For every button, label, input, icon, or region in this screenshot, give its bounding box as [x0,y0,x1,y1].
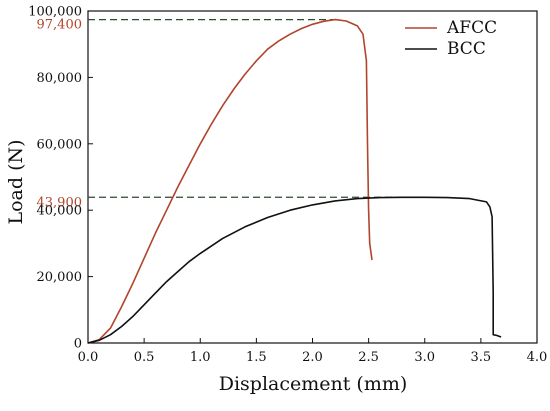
x-tick-label: 0.5 [134,350,155,365]
x-tick-label: 4.0 [527,350,548,365]
legend-label: BCC [447,39,486,59]
y-tick-label: 100,000 [28,5,82,20]
x-axis: 0.0 0.5 1.0 1.5 2.0 2.5 3.0 3.5 4.0 [78,338,548,365]
y-tick-label: 20,000 [37,270,83,285]
y-tick-label: 80,000 [37,71,83,86]
x-tick-label: 2.5 [358,350,379,365]
x-tick-label: 2.0 [302,350,323,365]
x-tick-label: 0.0 [78,350,99,365]
x-tick-label: 1.0 [190,350,211,365]
annotation-label: 97,400 [37,18,83,33]
x-tick-label: 3.5 [471,350,492,365]
x-tick-label: 3.0 [414,350,435,365]
y-tick-label: 40,000 [37,204,83,219]
series-layer [87,18,502,344]
y-axis-label: Load (N) [5,139,27,224]
y-tick-label: 60,000 [37,137,83,152]
legend-label: AFCC [446,18,497,38]
y-tick-label: 0 [74,337,82,352]
annotation-label: 43,900 [37,195,83,210]
y-axis: 0 20,000 40,000 60,000 80,000 100,000 [28,5,93,352]
series-line-bcc [87,196,502,344]
x-tick-label: 1.5 [246,350,267,365]
x-axis-label: Displacement (mm) [219,373,408,395]
series-line-afcc [87,18,373,344]
